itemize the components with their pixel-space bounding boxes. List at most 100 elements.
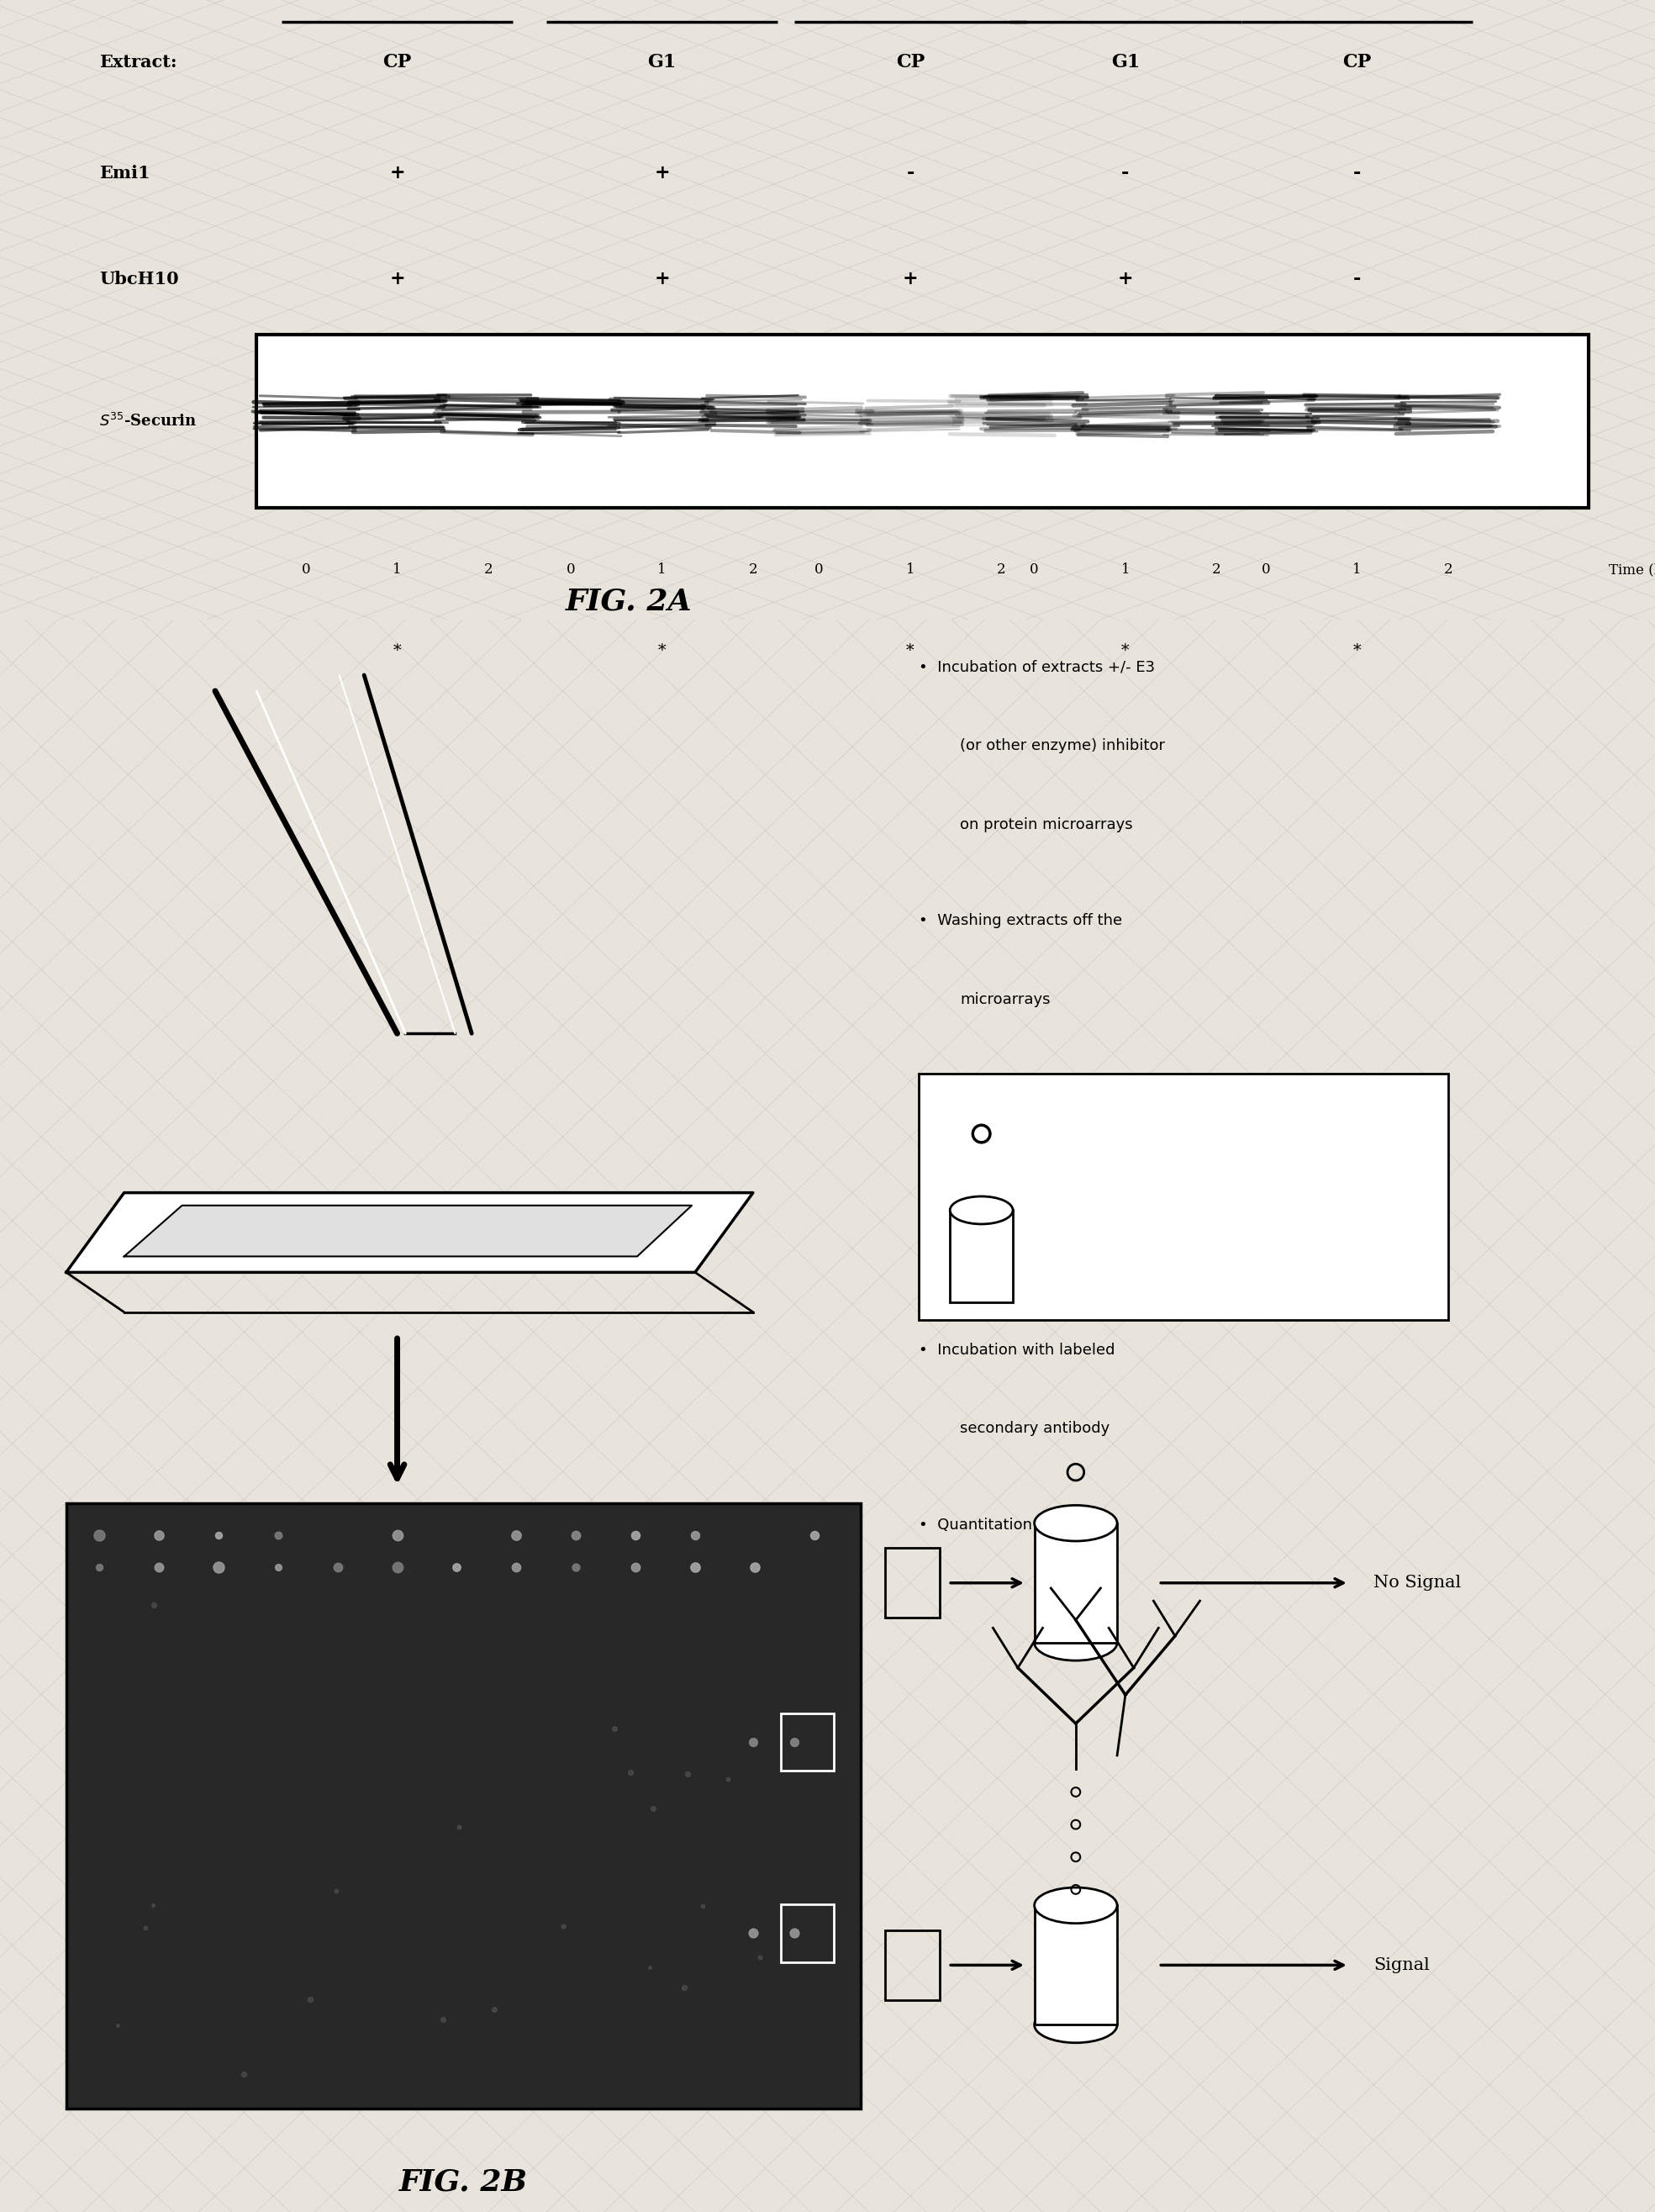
Text: FIG. 2A: FIG. 2A — [566, 588, 692, 617]
Bar — [885, 1931, 940, 2000]
Text: +: + — [654, 164, 670, 184]
Point — [636, 1949, 662, 1984]
Point — [746, 1940, 773, 1975]
Text: 1: 1 — [1120, 562, 1130, 577]
Point — [549, 1909, 576, 1944]
Text: -: - — [1354, 270, 1360, 288]
Point — [1063, 1871, 1089, 1907]
Text: G1: G1 — [647, 53, 677, 71]
Bar — [919, 1073, 1448, 1321]
Text: +: + — [389, 164, 405, 184]
Text: 1: 1 — [392, 562, 402, 577]
Text: antibody: antibody — [960, 1168, 1026, 1183]
Text: 0: 0 — [566, 562, 576, 577]
Text: -: - — [907, 164, 914, 184]
Point — [617, 1754, 644, 1790]
Bar — [950, 1210, 1013, 1303]
Polygon shape — [124, 1206, 692, 1256]
Text: 1: 1 — [1352, 562, 1362, 577]
Text: +: + — [654, 270, 670, 288]
Point — [430, 2002, 457, 2037]
Point — [682, 1548, 708, 1584]
Point — [132, 1911, 159, 1947]
Bar — [1034, 1905, 1117, 2024]
Text: +: + — [1117, 270, 1134, 288]
Point — [265, 1548, 291, 1584]
Point — [640, 1792, 667, 1827]
Text: CP: CP — [1342, 53, 1372, 71]
Text: Protein: Protein — [1056, 1248, 1120, 1265]
Text: -: - — [1354, 164, 1360, 184]
Text: on protein microarrays: on protein microarrays — [960, 816, 1132, 832]
Point — [323, 1874, 349, 1909]
Point — [503, 1517, 530, 1553]
Ellipse shape — [1034, 1887, 1117, 1924]
Text: UbcH10: UbcH10 — [99, 270, 179, 288]
Point — [781, 1725, 808, 1761]
Text: 2: 2 — [996, 562, 1006, 577]
Bar — [66, 1504, 861, 2108]
Text: Time (hr): Time (hr) — [1609, 562, 1655, 577]
Point — [503, 1548, 530, 1584]
Point — [740, 1916, 766, 1951]
Text: 0: 0 — [1261, 562, 1271, 577]
Point — [781, 1916, 808, 1951]
Point — [682, 1517, 708, 1553]
Point — [86, 1517, 113, 1553]
Point — [741, 1548, 768, 1584]
Point — [104, 2006, 131, 2042]
Text: Signal: Signal — [1374, 1958, 1430, 1973]
Point — [563, 1517, 589, 1553]
Text: microarrays: microarrays — [960, 991, 1051, 1006]
Point — [141, 1588, 167, 1624]
Point — [690, 1889, 717, 1924]
Ellipse shape — [1034, 2006, 1117, 2044]
Point — [622, 1548, 649, 1584]
Point — [384, 1548, 410, 1584]
Point — [601, 1710, 627, 1745]
Point — [672, 1971, 698, 2006]
Point — [444, 1548, 470, 1584]
Point — [801, 1517, 828, 1553]
Text: CP: CP — [382, 53, 412, 71]
Point — [205, 1548, 232, 1584]
Text: •  Incubation of extracts +/- E3: • Incubation of extracts +/- E3 — [919, 659, 1155, 675]
Text: G1: G1 — [1111, 53, 1140, 71]
Point — [675, 1756, 702, 1792]
Text: 1: 1 — [905, 562, 915, 577]
Text: (against modification): (against modification) — [960, 1245, 1127, 1261]
Ellipse shape — [1034, 1624, 1117, 1661]
Text: 0: 0 — [814, 562, 824, 577]
Polygon shape — [66, 1192, 753, 1272]
Point — [296, 1982, 323, 2017]
Point — [146, 1548, 172, 1584]
Text: •  Incubation with primary: • Incubation with primary — [919, 1088, 1119, 1104]
Text: Ubiquitin: Ubiquitin — [1056, 1126, 1140, 1141]
Point — [1063, 1840, 1089, 1876]
Text: $S^{35}$-Securin: $S^{35}$-Securin — [99, 414, 197, 429]
Bar — [781, 1714, 834, 1772]
Text: +: + — [389, 270, 405, 288]
Text: Emi1: Emi1 — [99, 166, 151, 181]
Text: *: * — [394, 644, 401, 657]
Ellipse shape — [950, 1197, 1013, 1223]
Point — [205, 1517, 232, 1553]
Point — [86, 1548, 113, 1584]
Point — [384, 1517, 410, 1553]
Point — [1063, 1774, 1089, 1809]
Text: FIG. 2B: FIG. 2B — [399, 2168, 528, 2197]
Text: •  Incubation with labeled: • Incubation with labeled — [919, 1343, 1115, 1358]
Text: •  Washing extracts off the: • Washing extracts off the — [919, 914, 1122, 929]
Text: No Signal: No Signal — [1374, 1575, 1461, 1590]
Text: 2: 2 — [1443, 562, 1453, 577]
Point — [622, 1517, 649, 1553]
Bar — [781, 1905, 834, 1962]
Point — [230, 2057, 257, 2093]
Point — [1063, 1807, 1089, 1843]
Text: +: + — [902, 270, 919, 288]
Text: 0: 0 — [1029, 562, 1039, 577]
Point — [740, 1725, 766, 1761]
Text: 0: 0 — [301, 562, 311, 577]
Text: (or other enzyme) inhibitor: (or other enzyme) inhibitor — [960, 739, 1165, 752]
Text: -: - — [1122, 164, 1129, 184]
